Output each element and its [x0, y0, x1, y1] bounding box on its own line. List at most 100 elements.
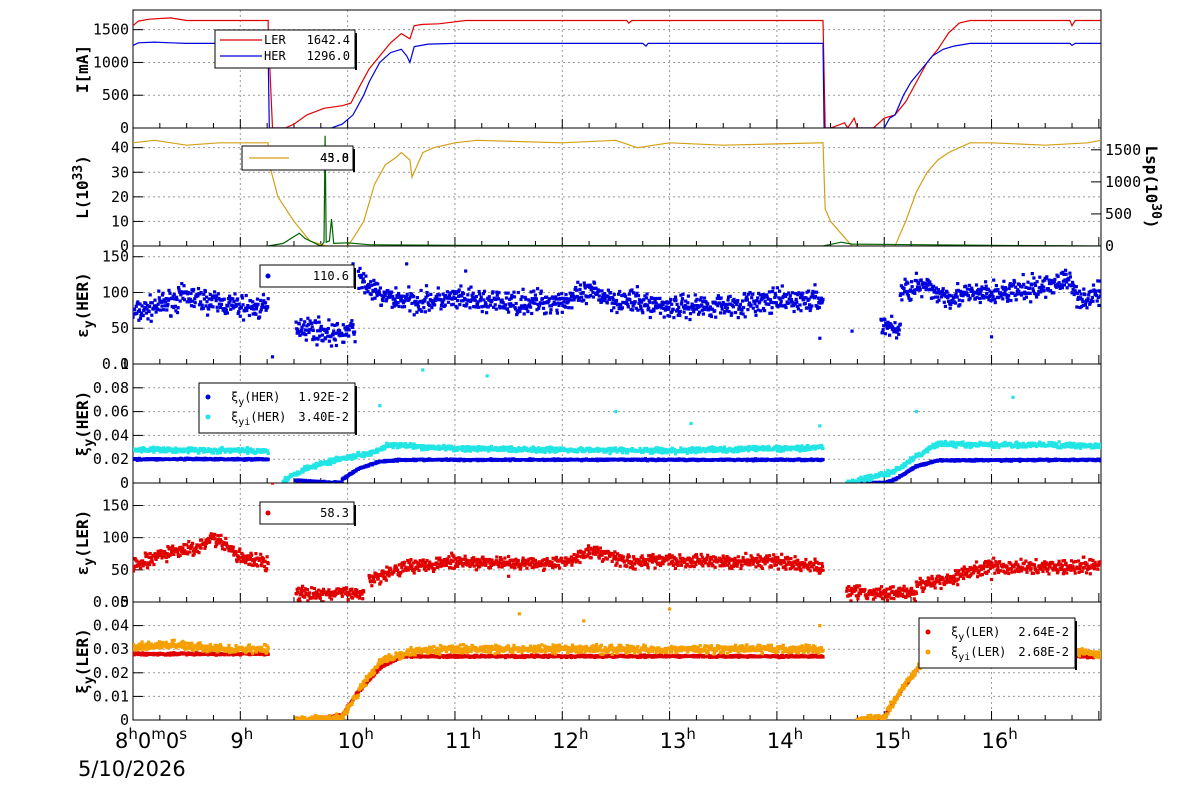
data-point [223, 309, 227, 313]
data-point [753, 310, 757, 314]
y-tick-label: 20 [111, 188, 129, 206]
data-point [514, 301, 518, 306]
data-point [412, 313, 416, 317]
data-point [661, 303, 665, 307]
data-point [1028, 291, 1032, 295]
data-point [410, 301, 414, 305]
data-point [551, 449, 555, 453]
data-point [607, 297, 612, 302]
data-point [172, 292, 176, 296]
data-point [598, 298, 602, 302]
data-point [682, 310, 686, 314]
data-point [320, 333, 324, 337]
data-point [952, 295, 956, 300]
data-point [461, 292, 466, 296]
data-point [245, 446, 249, 450]
data-point [1003, 290, 1007, 294]
data-point [629, 301, 634, 305]
data-point [469, 285, 473, 289]
data-point [737, 307, 741, 311]
data-point [405, 292, 409, 296]
data-point [1000, 285, 1004, 289]
y-right-axis-label: Lsp(1030) [1142, 145, 1163, 228]
data-point [993, 301, 997, 305]
data-point [885, 471, 889, 475]
data-point [1011, 291, 1015, 295]
data-point [1035, 295, 1039, 299]
series-line-LER [133, 17, 1101, 128]
data-point [677, 305, 681, 309]
data-point [490, 299, 494, 303]
data-point [609, 291, 613, 295]
data-point [456, 299, 460, 303]
data-point [936, 295, 940, 299]
y-tick-label: 30 [111, 163, 129, 181]
data-point [299, 328, 304, 332]
data-point [784, 445, 788, 449]
data-point [167, 297, 172, 301]
data-point [769, 300, 773, 304]
data-point [189, 446, 194, 450]
data-point [890, 314, 894, 318]
data-point [218, 305, 223, 310]
data-point [904, 289, 908, 294]
data-point [545, 295, 549, 299]
data-point [154, 310, 158, 314]
data-point [197, 451, 201, 455]
data-point [259, 308, 263, 312]
data-point [646, 304, 650, 308]
y-right-tick-label: 500 [1105, 205, 1132, 223]
data-point [140, 311, 144, 315]
data-point [614, 298, 619, 303]
data-point [152, 306, 156, 310]
data-point [245, 308, 249, 313]
data-point [240, 294, 244, 298]
data-point [206, 313, 210, 317]
data-point [957, 298, 961, 302]
data-point [658, 450, 662, 454]
data-point [533, 293, 537, 297]
data-point [560, 292, 564, 296]
data-point [717, 301, 722, 305]
data-point [473, 298, 477, 302]
data-point [978, 300, 982, 305]
data-point [1060, 286, 1064, 290]
data-point [797, 292, 801, 296]
data-point [935, 291, 939, 295]
data-point [307, 467, 311, 471]
data-point [1082, 287, 1086, 291]
data-point [918, 288, 922, 292]
data-point [390, 305, 394, 309]
data-point [172, 306, 176, 310]
data-point [1021, 273, 1025, 277]
y-tick-label: 1000 [93, 53, 129, 71]
data-point [896, 325, 900, 329]
data-point [1096, 279, 1100, 283]
y-right-tick-label: 1000 [1105, 173, 1141, 191]
data-point [340, 481, 344, 483]
data-point [330, 323, 334, 327]
data-point [736, 449, 740, 454]
data-point [612, 292, 616, 297]
data-point [647, 306, 651, 310]
data-point [135, 302, 139, 306]
data-point [551, 302, 555, 306]
data-point [784, 305, 788, 310]
data-point [1090, 289, 1094, 293]
data-point [915, 279, 919, 283]
data-point [647, 298, 651, 302]
data-point [252, 307, 256, 311]
legend-marker [265, 273, 271, 279]
data-point [781, 294, 785, 299]
data-point [1030, 283, 1034, 287]
data-point [748, 445, 752, 449]
data-point [1014, 285, 1018, 289]
data-point [1041, 279, 1045, 283]
data-point [679, 302, 683, 306]
data-point [412, 294, 416, 299]
data-point [162, 298, 166, 302]
data-point [188, 299, 192, 303]
data-point [1038, 275, 1042, 279]
data-point [701, 312, 705, 316]
data-point [893, 469, 898, 473]
